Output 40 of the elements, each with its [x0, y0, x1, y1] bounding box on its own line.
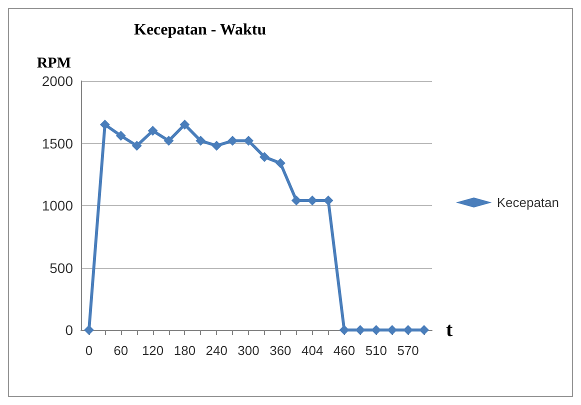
x-tick-label: 60: [114, 343, 128, 358]
point: [323, 196, 334, 206]
y-tick-label: 0: [65, 322, 74, 338]
y-axis-title: RPM: [36, 56, 71, 72]
point: [116, 130, 126, 141]
point: [164, 136, 174, 146]
point: [180, 120, 190, 130]
point: [228, 136, 238, 146]
point: [212, 140, 222, 151]
x-tick-label: 404: [301, 343, 324, 358]
point: [339, 325, 350, 335]
chart-title: Kecepatan - Waktu: [134, 22, 266, 38]
legend-label: Kecepatan: [496, 195, 560, 210]
x-tick-label: 570: [397, 343, 419, 358]
point: [291, 196, 302, 206]
point: [275, 158, 286, 168]
point: [371, 325, 382, 335]
y-tick-label: 2000: [42, 73, 74, 89]
point: [259, 152, 270, 162]
x-tick-label: 0: [85, 343, 93, 358]
point: [100, 120, 110, 130]
y-tick-label: 1500: [42, 135, 74, 152]
point: [355, 325, 366, 335]
point: [307, 196, 318, 206]
x-axis-title: t: [446, 319, 453, 341]
x-tick-label: 300: [238, 343, 260, 358]
point: [84, 325, 94, 335]
y-tick-label: 500: [50, 260, 74, 276]
x-tick-label: 460: [333, 343, 356, 358]
point: [244, 136, 254, 146]
point: [148, 126, 158, 136]
x-tick-label: 510: [365, 343, 388, 358]
point: [419, 325, 430, 335]
x-tick-label: 360: [270, 343, 292, 358]
point: [196, 136, 206, 146]
x-tick-label: 180: [174, 343, 196, 358]
x-tick-label: 240: [206, 343, 228, 358]
x-tick-label: 120: [142, 343, 164, 358]
point: [132, 140, 142, 151]
y-tick-label: 1000: [42, 198, 74, 214]
